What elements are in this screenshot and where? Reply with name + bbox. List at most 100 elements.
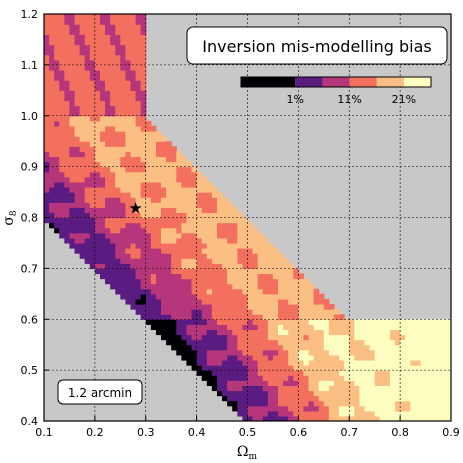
contour-cell (64, 39, 71, 46)
contour-cell (99, 115, 106, 122)
contour-cell (278, 278, 284, 285)
contour-cell (206, 232, 213, 239)
contour-cell (206, 324, 213, 331)
contour-cell (252, 248, 259, 254)
contour-cell (313, 303, 320, 310)
contour-cell (328, 385, 335, 392)
contour-cell (74, 110, 81, 117)
contour-cell (89, 192, 96, 198)
contour-cell (94, 85, 101, 91)
contour-cell (181, 181, 188, 188)
contour-cell (59, 100, 65, 107)
contour-cell (257, 359, 264, 366)
contour-cell (135, 253, 142, 259)
contour-cell (125, 131, 132, 137)
contour-cell (79, 253, 86, 259)
contour-cell (49, 197, 55, 203)
contour-cell (186, 298, 193, 305)
contour-cell (308, 303, 315, 310)
contour-cell (318, 400, 325, 407)
contour-cell (120, 263, 126, 269)
contour-cell (267, 370, 274, 376)
contour-cell (84, 171, 91, 178)
contour-cell (201, 273, 208, 280)
contour-cell (69, 212, 76, 219)
contour-cell (267, 380, 274, 386)
contour-cell (44, 141, 50, 147)
contour-cell (201, 334, 208, 341)
contour-cell (125, 268, 132, 275)
contour-cell (171, 314, 177, 320)
contour-cell (288, 334, 294, 341)
contour-cell (278, 288, 284, 295)
contour-cell (242, 263, 249, 269)
contour-cell (267, 359, 274, 366)
contour-cell (278, 334, 284, 341)
contour-cell (125, 75, 132, 81)
contour-cell (115, 258, 121, 264)
contour-cell (150, 309, 157, 315)
contour-cell (166, 176, 172, 183)
contour-cell (171, 339, 177, 346)
contour-cell (191, 288, 198, 295)
contour-cell (227, 385, 233, 392)
contour-cell (186, 354, 193, 361)
contour-cell (94, 258, 101, 264)
contour-cell (425, 329, 432, 336)
contour-cell (395, 339, 401, 346)
contour-cell (201, 293, 208, 300)
contour-cell (303, 390, 310, 397)
contour-cell (323, 324, 330, 331)
contour-cell (216, 298, 223, 305)
contour-cell (181, 232, 188, 239)
contour-cell (49, 59, 55, 66)
contour-cell (135, 298, 142, 305)
contour-cell (420, 359, 427, 366)
contour-cell (384, 349, 391, 356)
contour-cell (339, 370, 345, 376)
contour-cell (252, 227, 259, 234)
contour-cell (99, 131, 106, 137)
contour-cell (130, 222, 137, 229)
contour-cell (262, 258, 269, 264)
contour-cell (389, 359, 396, 366)
contour-cell (89, 131, 96, 137)
contour-cell (339, 334, 345, 341)
contour-cell (400, 354, 406, 361)
contour-cell (140, 19, 147, 25)
contour-cell (425, 415, 432, 421)
contour-cell (161, 253, 167, 259)
contour-cell (369, 319, 376, 325)
contour-cell (135, 217, 142, 224)
contour-cell (171, 329, 177, 336)
y-tick-label: 1.0 (21, 110, 39, 123)
contour-cell (105, 278, 111, 285)
contour-cell (298, 324, 305, 331)
contour-cell (191, 197, 198, 203)
contour-cell (120, 146, 126, 152)
contour-cell (420, 390, 427, 397)
contour-cell (84, 64, 91, 71)
contour-cell (344, 395, 350, 402)
contour-cell (89, 166, 96, 173)
contour-cell (94, 237, 101, 244)
contour-cell (237, 354, 244, 361)
contour-cell (227, 227, 233, 234)
contour-cell (237, 222, 244, 229)
contour-cell (196, 186, 203, 193)
contour-cell (201, 217, 208, 224)
contour-cell (400, 395, 406, 402)
contour-cell (445, 395, 451, 402)
contour-cell (89, 253, 96, 259)
contour-cell (44, 131, 50, 137)
contour-cell (171, 232, 177, 239)
contour-cell (211, 329, 218, 336)
contour-cell (105, 125, 111, 132)
contour-cell (201, 248, 208, 254)
contour-cell (303, 303, 310, 310)
contour-cell (44, 151, 50, 158)
contour-cell (430, 390, 437, 397)
contour-cell (216, 222, 223, 229)
contour-cell (130, 156, 137, 163)
contour-cell (242, 303, 249, 310)
